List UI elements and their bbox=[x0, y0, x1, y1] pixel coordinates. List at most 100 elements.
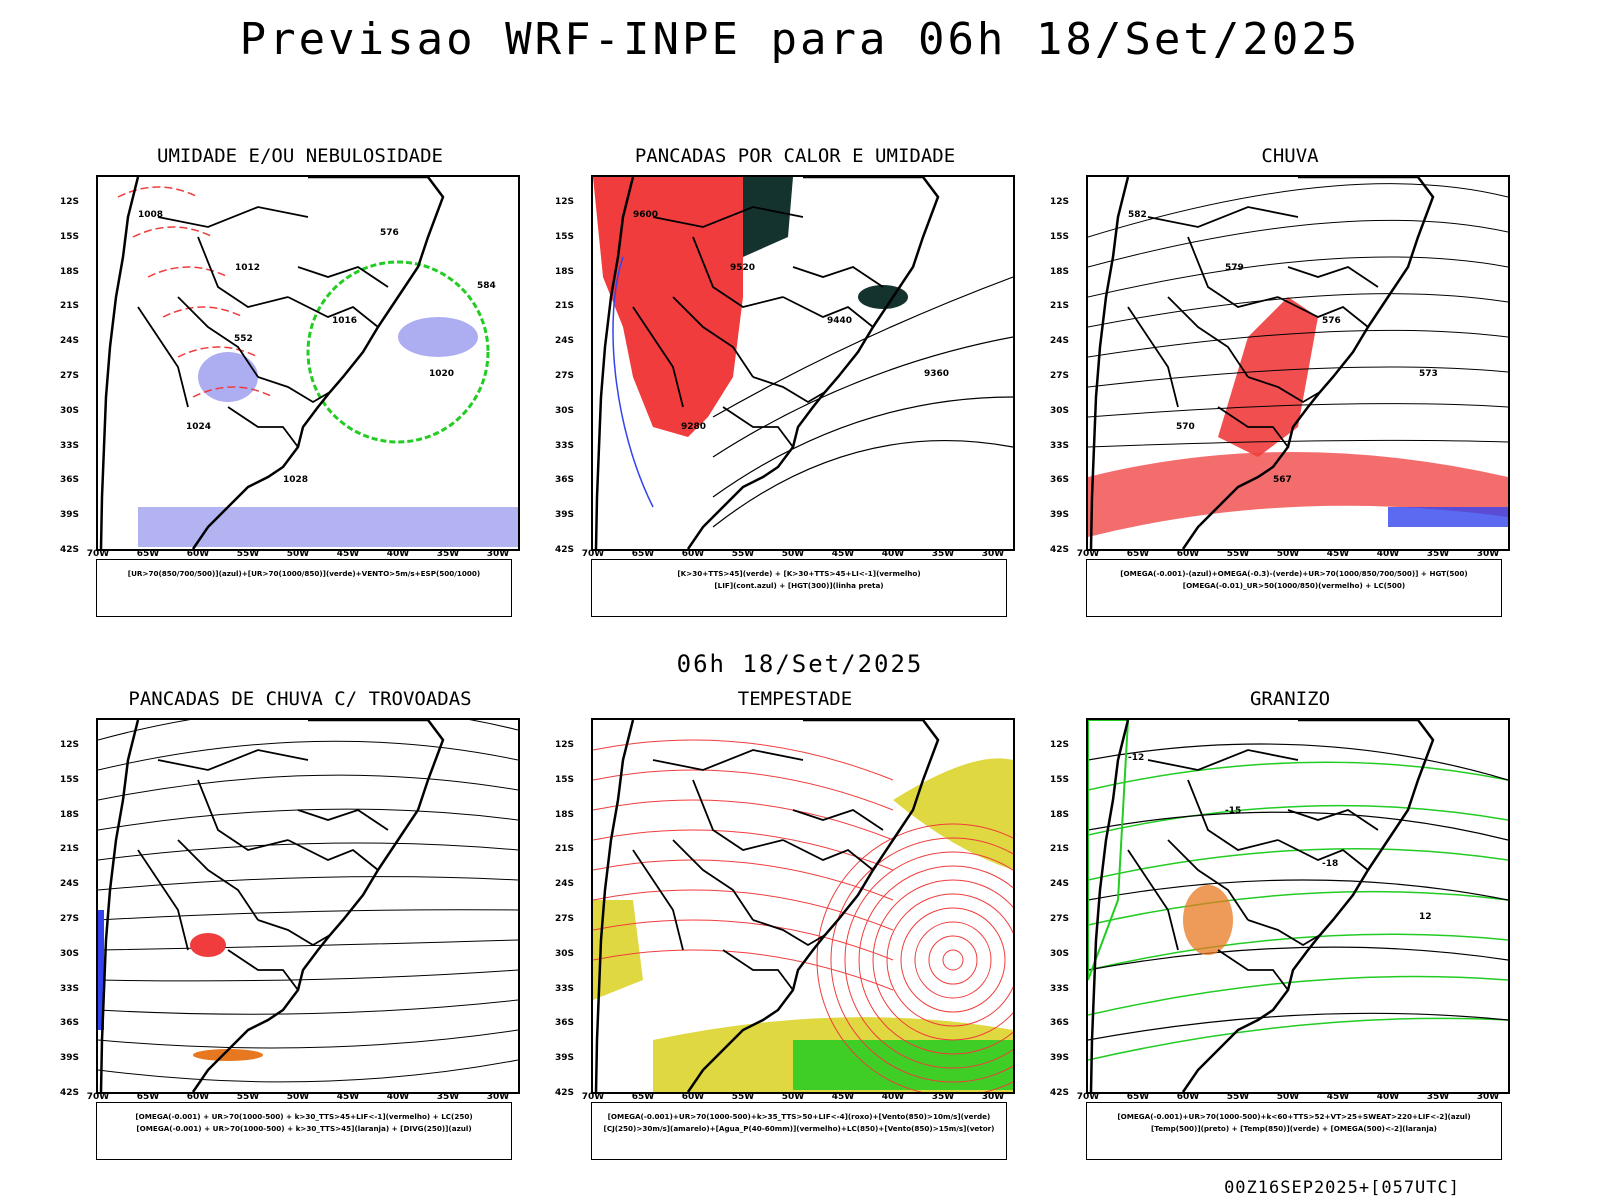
streamline bbox=[98, 842, 518, 861]
temperature-500-contour bbox=[1088, 946, 1508, 971]
longitude-label: 50W bbox=[781, 549, 805, 559]
contour-label: -15 bbox=[1225, 806, 1241, 816]
legend-line: [CJ(250)>30m/s](amarelo)+[Agua_P(40-60mm… bbox=[603, 1124, 995, 1133]
map-area[interactable]: -12 -15 -18 12 bbox=[1086, 718, 1510, 1094]
latitude-label: 39S bbox=[60, 510, 80, 521]
legend-line: [OMEGA(-0.001)+UR>70(1000-500)+k<60+TTS>… bbox=[1117, 1112, 1471, 1121]
latitude-label: 39S bbox=[1050, 1053, 1070, 1064]
humidity-contour bbox=[306, 260, 490, 444]
longitude-label: 40W bbox=[386, 549, 410, 559]
legend-line: [OMEGA(-0.001)-(azul)+OMEGA(-0.3)-(verde… bbox=[1120, 569, 1468, 578]
longitude-label: 35W bbox=[436, 1092, 460, 1102]
contour-label: 567 bbox=[1273, 475, 1292, 485]
contour-label: 9440 bbox=[827, 316, 852, 326]
longitude-label: 70W bbox=[86, 1092, 110, 1102]
legend-line: [K>30+TTS>45](verde) + [K>30+TTS>45+LI<-… bbox=[677, 569, 921, 578]
coastline bbox=[594, 177, 635, 549]
country-border bbox=[692, 236, 784, 308]
geopotential-contour bbox=[712, 276, 1013, 418]
longitude-label: 55W bbox=[731, 1092, 755, 1102]
thickness-contour bbox=[162, 306, 244, 318]
country-border bbox=[197, 236, 289, 308]
map-svg bbox=[593, 720, 1013, 1092]
longitude-label: 30W bbox=[981, 1092, 1005, 1102]
latitude-label: 21S bbox=[555, 301, 575, 312]
map-area[interactable]: 9600 9520 9440 9360 9280 bbox=[591, 175, 1015, 551]
latitude-label: 27S bbox=[555, 914, 575, 924]
latitude-label: 33S bbox=[555, 983, 575, 994]
streamline bbox=[98, 969, 518, 982]
country-border bbox=[1147, 749, 1299, 771]
streamline bbox=[98, 808, 518, 831]
latitude-label: 30S bbox=[555, 405, 575, 416]
latitude-label: 42S bbox=[555, 1088, 575, 1098]
country-border bbox=[652, 749, 804, 771]
country-border bbox=[722, 406, 794, 448]
longitude-label: 35W bbox=[436, 549, 460, 559]
streamline bbox=[942, 949, 964, 971]
country-border bbox=[297, 809, 389, 831]
latitude-label: 27S bbox=[60, 371, 80, 381]
contour-label: 1016 bbox=[332, 316, 357, 326]
coastline bbox=[1089, 720, 1130, 1092]
streamline bbox=[593, 769, 894, 811]
latitude-label: 36S bbox=[60, 475, 80, 486]
latitude-label: 36S bbox=[555, 1018, 575, 1029]
geopotential-contour bbox=[712, 336, 1013, 458]
country-border bbox=[722, 949, 794, 991]
streamline bbox=[830, 837, 1013, 1083]
contour-label: 584 bbox=[477, 281, 496, 291]
latitude-label: 12S bbox=[555, 197, 575, 207]
latitude-label: 24S bbox=[60, 879, 80, 890]
streamline bbox=[1088, 256, 1508, 298]
latitude-label: 42S bbox=[1050, 545, 1070, 555]
country-border bbox=[782, 839, 874, 871]
longitude-label: 45W bbox=[831, 549, 855, 559]
country-border bbox=[692, 779, 784, 851]
latitude-label: 18S bbox=[60, 266, 80, 277]
latitude-label: 21S bbox=[555, 844, 575, 855]
latitude-label: 30S bbox=[60, 948, 80, 959]
contour-label: 582 bbox=[1128, 210, 1147, 220]
latitude-label: 12S bbox=[60, 197, 80, 207]
contour-label: -18 bbox=[1322, 859, 1338, 869]
latitude-label: 42S bbox=[1050, 1088, 1070, 1098]
streamline bbox=[1088, 439, 1508, 448]
streamline bbox=[98, 1059, 518, 1083]
temperature-500-contour bbox=[1088, 743, 1508, 781]
legend-line: [Temp(500)](preto) + [Temp(850)](verde) … bbox=[1151, 1124, 1437, 1133]
latitude-label: 36S bbox=[1050, 475, 1070, 486]
latitude-label: 30S bbox=[555, 948, 575, 959]
latitude-label: 15S bbox=[555, 231, 575, 242]
country-border bbox=[227, 406, 299, 448]
country-border bbox=[137, 849, 189, 951]
longitude-label: 50W bbox=[781, 1092, 805, 1102]
contour-label: 570 bbox=[1176, 422, 1195, 432]
contour-label: 576 bbox=[1322, 316, 1341, 326]
country-border bbox=[1217, 949, 1289, 991]
thickness-contour bbox=[192, 386, 274, 398]
map-area[interactable]: 1008 1012 1016 1020 1024 1028 576 584 552 bbox=[96, 175, 520, 551]
streamline bbox=[1088, 219, 1508, 268]
latitude-label: 18S bbox=[555, 809, 575, 820]
latitude-label: 27S bbox=[1050, 371, 1070, 381]
latitude-label: 15S bbox=[60, 231, 80, 242]
country-border bbox=[287, 296, 379, 328]
legend-line: [OMEGA(-0.01)_UR>50(1000/850)(vermelho) … bbox=[1182, 581, 1406, 590]
streamline bbox=[858, 865, 1013, 1055]
latitude-label: 24S bbox=[555, 879, 575, 890]
map-area[interactable] bbox=[96, 718, 520, 1094]
contour-label: 1028 bbox=[283, 475, 308, 485]
country-border bbox=[1127, 849, 1179, 951]
longitude-label: 70W bbox=[581, 1092, 605, 1102]
map-area[interactable]: 582 579 576 573 570 567 bbox=[1086, 175, 1510, 551]
panel-title: CHUVA bbox=[1261, 145, 1319, 167]
longitude-label: 30W bbox=[981, 549, 1005, 559]
longitude-label: 65W bbox=[1126, 1092, 1150, 1102]
forecast-time-label: 06h 18/Set/2025 bbox=[676, 650, 924, 678]
map-area[interactable] bbox=[591, 718, 1015, 1094]
humidity-region bbox=[138, 507, 518, 547]
country-border bbox=[752, 376, 826, 404]
thunderstorm-region bbox=[190, 933, 226, 957]
country-border bbox=[672, 839, 754, 921]
